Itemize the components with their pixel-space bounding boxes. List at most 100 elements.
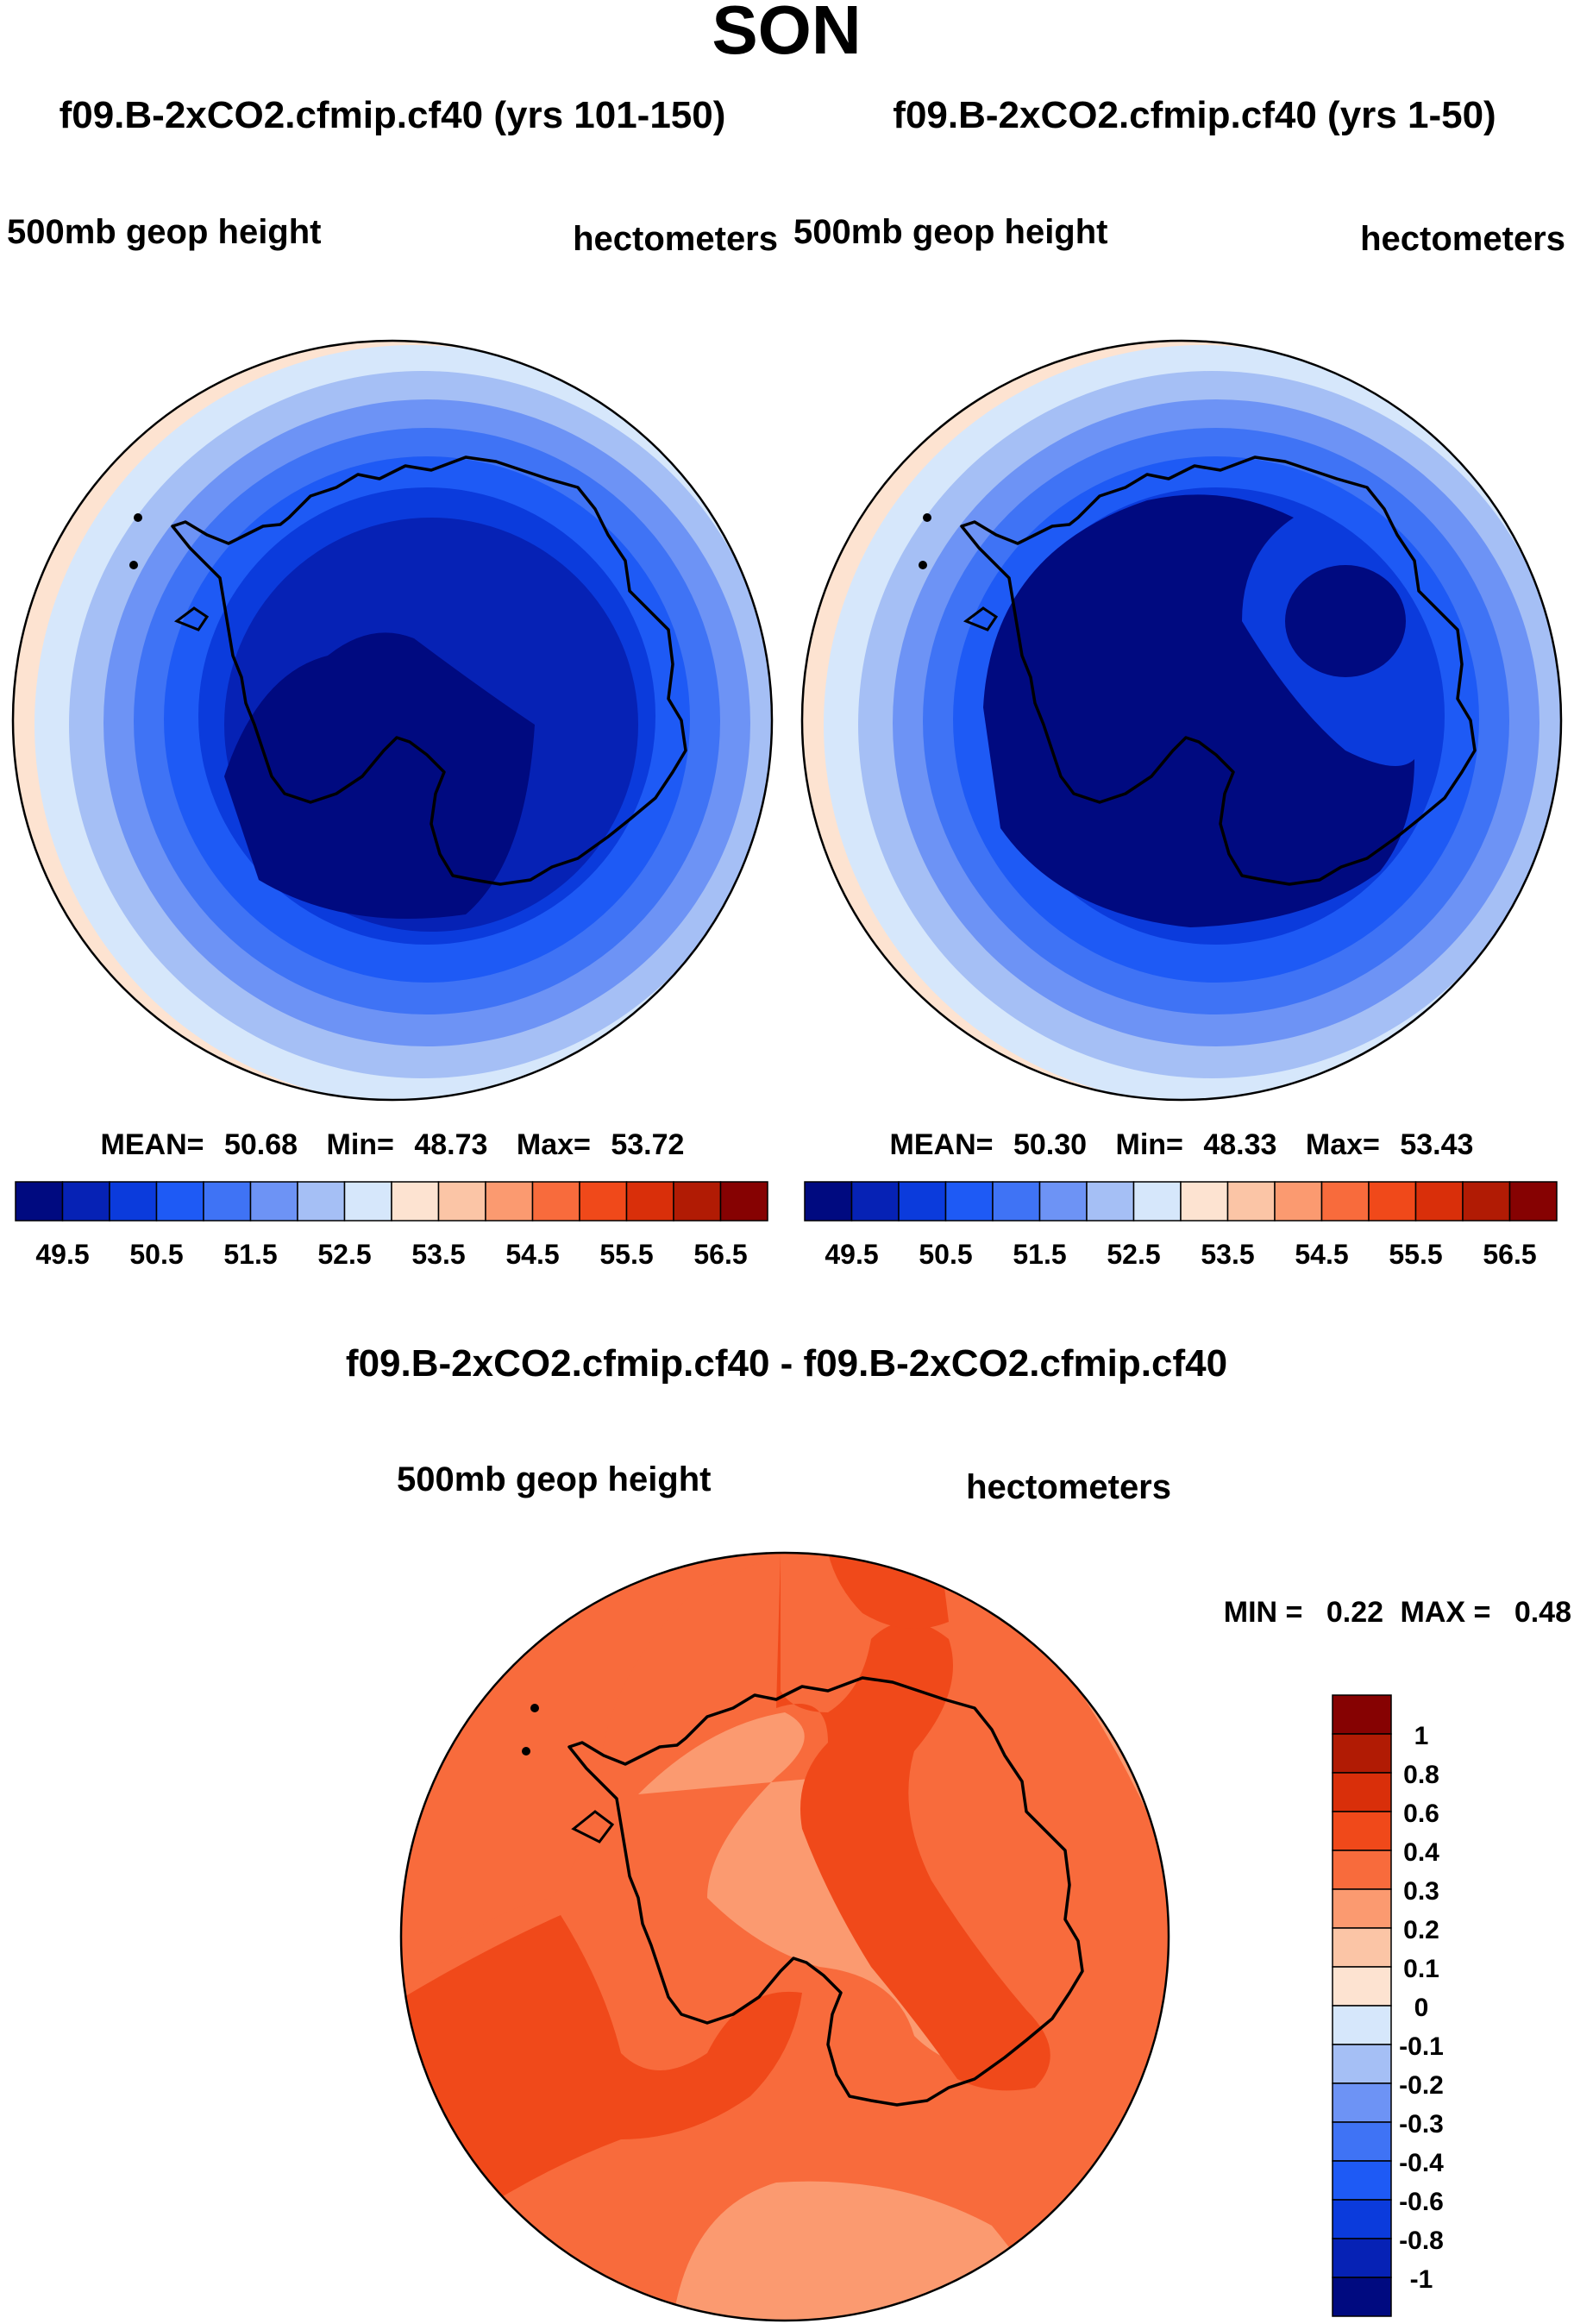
colorbar-box (1038, 1181, 1088, 1222)
colorbar-box (1332, 1811, 1392, 1851)
colorbar-tick-label: 56.5 (1483, 1239, 1536, 1270)
panel-right-min-value: 48.33 (1203, 1128, 1276, 1161)
diff-colorbar: 1 0.8 0.6 0.4 0.3 0.2 0.1 0 -0.1 -0.2 -0.3 -0.4 -0.6… (1332, 1694, 1444, 2317)
colorbar-box (1508, 1181, 1558, 1222)
colorbar-right: 49.5 50.5 51.5 52.5 53.5 54.5 55.5 56.5 (804, 1181, 1558, 1270)
colorbar-tick-label: 1 (1414, 1722, 1429, 1750)
panel-right-units-label: hectometers (1360, 220, 1565, 258)
panel-left-stats: MEAN= 50.68 Min= 48.73 Max= 53.72 (101, 1128, 685, 1161)
colorbar-tick-label: 49.5 (825, 1239, 878, 1270)
panel-left-min-value: 48.73 (414, 1128, 487, 1161)
panel-right-mean-value: 50.30 (1013, 1128, 1087, 1161)
panel-left: f09.B-2xCO2.cfmip.cf40 (yrs 101-150) 500… (7, 94, 778, 1270)
diff-minmax: MIN = 0.22 MAX = 0.48 (1224, 1596, 1571, 1629)
colorbar-box (1332, 1966, 1392, 2007)
colorbar-box (1332, 2044, 1392, 2084)
panel-right-min-label: Min= (1116, 1128, 1183, 1161)
panel-right-map-frame (800, 339, 1563, 1102)
colorbar-tick-label: -1 (1410, 2265, 1433, 2294)
colorbar-tick-label: 52.5 (1107, 1239, 1160, 1270)
panel-right-max-value: 53.43 (1400, 1128, 1473, 1161)
panel-left-case-title: f09.B-2xCO2.cfmip.cf40 (yrs 101-150) (60, 94, 726, 136)
colorbar-tick-label: 55.5 (599, 1239, 653, 1270)
colorbar-box (1332, 1927, 1392, 1968)
panel-right-stats: MEAN= 50.30 Min= 48.33 Max= 53.43 (890, 1128, 1474, 1161)
colorbar-box (1332, 2121, 1392, 2162)
colorbar-box (1332, 1850, 1392, 1890)
colorbar-box (992, 1181, 1041, 1222)
panel-diff: f09.B-2xCO2.cfmip.cf40 - f09.B-2xCO2.cfm… (346, 1342, 1571, 2322)
panel-right-case-title: f09.B-2xCO2.cfmip.cf40 (yrs 1-50) (893, 94, 1496, 136)
colorbar-tick-label: 54.5 (505, 1239, 559, 1270)
colorbar-tick-label: -0.6 (1399, 2188, 1444, 2216)
colorbar-box (109, 1181, 158, 1222)
panel-left-max-label: Max= (517, 1128, 591, 1161)
diff-map-frame (399, 1551, 1170, 2322)
diff-field-label: 500mb geop height (397, 1460, 712, 1498)
diff-title: f09.B-2xCO2.cfmip.cf40 - f09.B-2xCO2.cfm… (346, 1342, 1227, 1385)
colorbar-box (1132, 1181, 1182, 1222)
colorbar-tick-label: 51.5 (1013, 1239, 1066, 1270)
colorbar-tick-label: 0.1 (1403, 1955, 1439, 1983)
colorbar-box (1332, 1733, 1392, 1774)
colorbar-box (1332, 2199, 1392, 2239)
colorbar-tick-label: -0.2 (1399, 2071, 1444, 2100)
panel-right-max-label: Max= (1306, 1128, 1380, 1161)
colorbar-box (850, 1181, 900, 1222)
diff-min-label: MIN = (1224, 1596, 1303, 1629)
colorbar-tick-label: 50.5 (919, 1239, 972, 1270)
colorbar-left: 49.5 50.5 51.5 52.5 53.5 54.5 55.5 56.5 (15, 1181, 768, 1270)
diff-max-value: 0.48 (1514, 1596, 1571, 1629)
colorbar-box (1332, 2160, 1392, 2201)
colorbar-box (579, 1181, 628, 1222)
colorbar-box (1332, 1694, 1392, 1735)
colorbar-box (1332, 1772, 1392, 1812)
colorbar-box (1414, 1181, 1464, 1222)
colorbar-tick-label: 0.4 (1403, 1838, 1439, 1867)
colorbar-box (485, 1181, 534, 1222)
panel-left-map (13, 341, 772, 1100)
colorbar-tick-label: 0.6 (1403, 1800, 1439, 1828)
colorbar-box (719, 1181, 768, 1222)
panel-left-mean-label: MEAN= (101, 1128, 204, 1161)
colorbar-tick-label: 52.5 (317, 1239, 371, 1270)
colorbar-box (1332, 2277, 1392, 2317)
colorbar-tick-label: 53.5 (411, 1239, 465, 1270)
panel-left-field-label: 500mb geop height (7, 213, 322, 251)
figure-title: SON (712, 0, 861, 68)
colorbar-box (1368, 1181, 1417, 1222)
colorbar-tick-label: 0.2 (1403, 1916, 1439, 1944)
colorbar-box (1332, 1888, 1392, 1929)
colorbar-box (673, 1181, 722, 1222)
colorbar-tick-label: 0.3 (1403, 1877, 1439, 1906)
colorbar-tick-label: 55.5 (1389, 1239, 1442, 1270)
panel-left-min-label: Min= (327, 1128, 394, 1161)
colorbar-box (203, 1181, 252, 1222)
panel-left-units-label: hectometers (573, 220, 778, 258)
colorbar-box (343, 1181, 392, 1222)
colorbar-box (1332, 2238, 1392, 2278)
diff-units-label: hectometers (966, 1468, 1171, 1506)
diff-map (401, 1553, 1169, 2321)
colorbar-tick-label: 49.5 (35, 1239, 89, 1270)
colorbar-box (531, 1181, 580, 1222)
diff-max-label: MAX = (1401, 1596, 1491, 1629)
colorbar-box (1086, 1181, 1135, 1222)
colorbar-tick-label: 50.5 (129, 1239, 183, 1270)
colorbar-tick-label: 54.5 (1295, 1239, 1348, 1270)
panel-left-mean-value: 50.68 (224, 1128, 298, 1161)
colorbar-tick-label: -0.3 (1399, 2110, 1444, 2139)
colorbar-tick-label: -0.4 (1399, 2149, 1444, 2177)
colorbar-tick-label: -0.1 (1399, 2032, 1444, 2061)
colorbar-box (15, 1181, 64, 1222)
colorbar-box (1180, 1181, 1229, 1222)
colorbar-tick-label: 0 (1414, 1994, 1429, 2022)
colorbar-tick-label: 51.5 (223, 1239, 277, 1270)
colorbar-box (437, 1181, 486, 1222)
colorbar-box (1332, 2005, 1392, 2045)
colorbar-box (155, 1181, 204, 1222)
panel-left-map-frame (11, 339, 774, 1102)
colorbar-box (1226, 1181, 1276, 1222)
colorbar-box (297, 1181, 346, 1222)
